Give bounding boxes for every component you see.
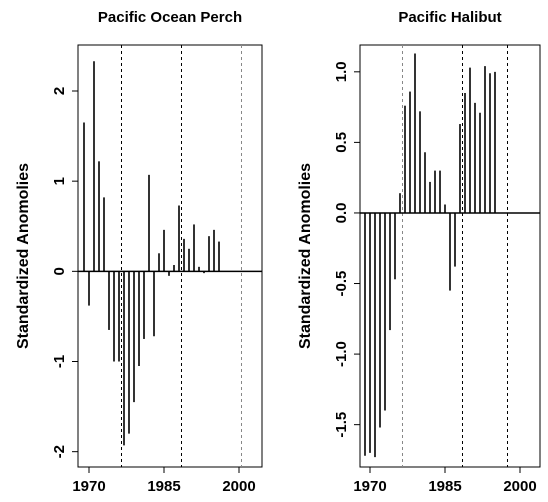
chart-title: Pacific Ocean Perch <box>98 9 242 26</box>
y-tick-label: 0.0 <box>333 203 350 224</box>
x-tick-label: 1970 <box>72 478 105 495</box>
x-tick-label: 2000 <box>222 478 255 495</box>
y-tick-label: -0.5 <box>333 271 350 297</box>
y-axis-label: Standardized Anomolies <box>15 163 32 349</box>
x-tick-label: 1970 <box>353 478 386 495</box>
y-tick-label: 1.0 <box>333 61 350 82</box>
chart-title: Pacific Halibut <box>398 9 501 26</box>
y-tick-label: -2 <box>51 445 68 458</box>
plot-box <box>77 44 263 468</box>
y-tick-label: -1.0 <box>333 341 350 367</box>
y-tick-label: 0.5 <box>333 132 350 153</box>
y-tick-label: -1 <box>51 355 68 368</box>
y-tick-label: 0 <box>51 267 68 275</box>
x-tick-label: 2000 <box>503 478 536 495</box>
y-tick-label: -1.5 <box>333 412 350 438</box>
x-tick-label: 1985 <box>147 478 180 495</box>
x-tick-label: 1985 <box>428 478 461 495</box>
y-tick-label: 1 <box>51 177 68 185</box>
y-tick-label: 2 <box>51 87 68 95</box>
plot-box <box>359 44 541 468</box>
y-axis-label: Standardized Anomolies <box>297 163 314 349</box>
